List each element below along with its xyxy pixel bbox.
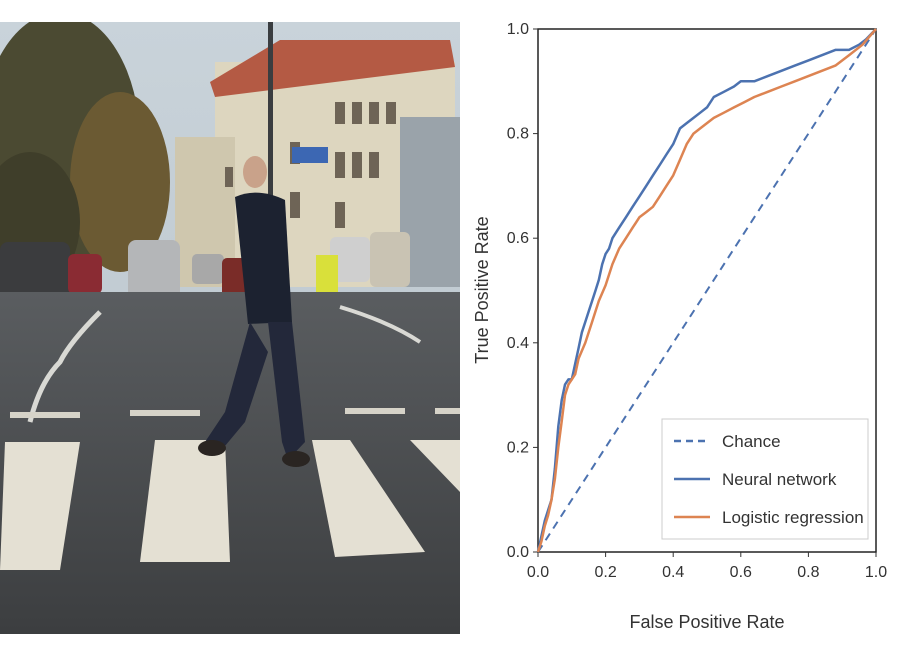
x-tick-label: 0.8 <box>797 564 819 581</box>
yellow-sign <box>316 255 338 297</box>
y-tick-label: 0.4 <box>507 335 529 352</box>
parked-car <box>0 242 70 302</box>
x-tick-label: 0.4 <box>662 564 684 581</box>
x-tick-label: 0.0 <box>527 564 549 581</box>
legend-label-logistic-regression: Logistic regression <box>722 508 864 527</box>
series-line-logistic-regression <box>536 28 877 553</box>
y-axis-title: True Positive Rate <box>472 216 492 363</box>
y-tick-label: 0.8 <box>507 126 529 143</box>
photo-illustration <box>0 22 460 634</box>
zebra-crossing <box>0 440 460 570</box>
y-tick-label: 1.0 <box>507 21 529 38</box>
x-tick-label: 1.0 <box>865 564 887 581</box>
series-line-neural-network <box>536 28 877 553</box>
pedestrian-crossing-photo <box>0 22 460 634</box>
x-axis-title: False Positive Rate <box>629 612 784 632</box>
x-tick-label: 0.6 <box>730 564 752 581</box>
series-line-chance <box>537 28 877 553</box>
pedestrian <box>198 156 310 467</box>
x-tick-label: 0.2 <box>594 564 616 581</box>
roc-chart-svg: 0.0 0.2 0.4 0.6 0.8 1.0 0.0 0.2 0.4 0.6 0.8 1.0 Fa… <box>472 21 887 632</box>
y-tick-label: 0.6 <box>507 230 529 247</box>
legend-label-chance: Chance <box>722 432 781 451</box>
roc-chart: 0.0 0.2 0.4 0.6 0.8 1.0 0.0 0.2 0.4 0.6 0.8 1.0 Fa… <box>460 0 900 650</box>
legend-label-neural-network: Neural network <box>722 470 837 489</box>
y-tick-label: 0.2 <box>507 439 529 456</box>
y-tick-label: 0.0 <box>507 544 529 561</box>
x-axis-ticks: 0.0 0.2 0.4 0.6 0.8 1.0 <box>527 552 887 581</box>
series-layer <box>536 28 877 553</box>
legend: Chance Neural network Logistic regression <box>661 418 869 540</box>
y-axis-ticks: 0.0 0.2 0.4 0.6 0.8 1.0 <box>507 21 538 561</box>
